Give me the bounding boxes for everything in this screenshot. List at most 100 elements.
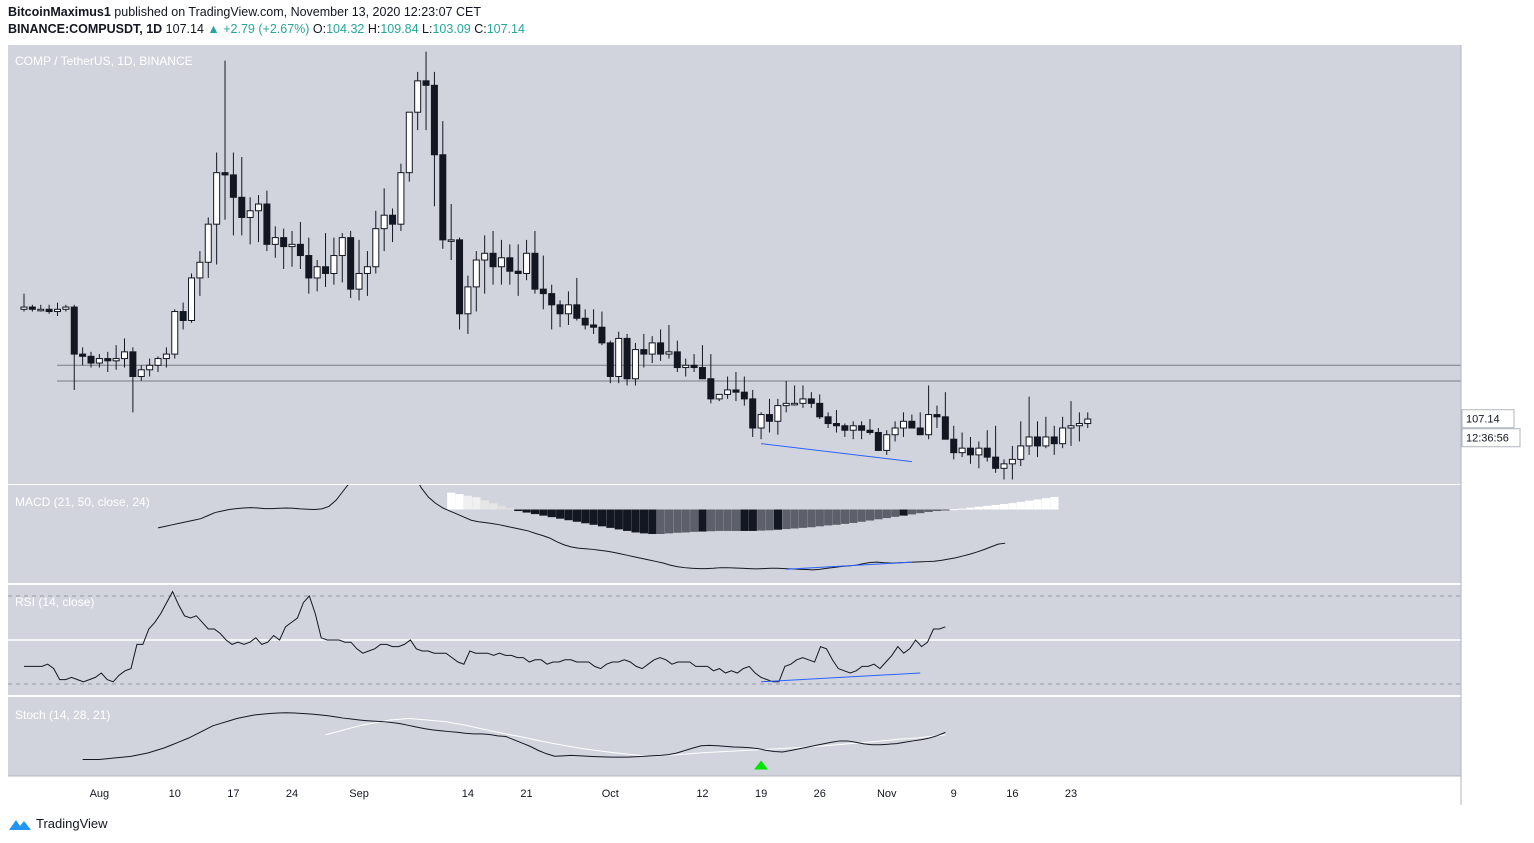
candle-body [749, 398, 757, 429]
last-price-tag [1461, 409, 1515, 429]
candle-body [296, 243, 304, 257]
macd-histogram-bar [639, 509, 649, 534]
countdown-tag-text: 12:36:56 [1466, 433, 1509, 445]
macd-histogram-bar [1050, 496, 1059, 510]
macd-histogram-bar [648, 509, 657, 534]
candle-body [229, 174, 237, 198]
candle-body [389, 214, 397, 225]
candle-body [975, 447, 983, 456]
tradingview-footer[interactable]: TradingView [8, 816, 108, 831]
candle-body [631, 349, 639, 380]
macd-histogram-bar [999, 503, 1009, 510]
candle-body [439, 154, 447, 241]
price-pane-background [8, 45, 1461, 484]
candle-body [37, 308, 45, 312]
date-tick-label: 10 [169, 788, 181, 800]
chart-attribution: BitcoinMaximus1 published on TradingView… [8, 5, 481, 19]
candle-body [405, 111, 413, 174]
candle-body [816, 402, 824, 418]
candle-body [732, 389, 740, 393]
macd-histogram-bar [597, 509, 607, 527]
macd-histogram-bar [514, 509, 523, 512]
price-tick-label: 240.00 [1468, 116, 1502, 128]
close-label: C: [474, 22, 487, 36]
macd-histogram-bar [547, 509, 556, 518]
candle-body [288, 243, 296, 248]
candle-body [841, 425, 849, 431]
rsi-tick-label: 60.00 [1468, 613, 1496, 625]
candle-body [1067, 425, 1075, 429]
bullish-signal-arrow-icon [754, 760, 769, 770]
low-value: 103.09 [432, 22, 471, 36]
macd-histogram-bar [522, 509, 531, 513]
macd-histogram-bar [815, 509, 824, 527]
macd-histogram-bar [673, 509, 682, 533]
published-text: published on TradingView.com, November 1… [114, 5, 481, 19]
rsi-pane-title: RSI (14, close) [15, 595, 94, 609]
macd-histogram-bar [740, 509, 749, 531]
candle-body [673, 351, 681, 369]
macd-histogram-bar [899, 509, 908, 516]
stoch-d-line [325, 717, 946, 757]
candle-body [154, 358, 162, 366]
candle-body [581, 317, 589, 326]
candle-body [791, 402, 799, 406]
candle-body [1025, 436, 1033, 447]
candle-body [238, 196, 246, 218]
macd-histogram-bar [572, 509, 582, 522]
candle-body [162, 353, 170, 360]
author-name[interactable]: BitcoinMaximus1 [8, 5, 111, 19]
candle-body [45, 308, 53, 313]
candle-body [112, 358, 120, 362]
candle-body [514, 270, 522, 274]
candle-body [665, 351, 673, 355]
date-tick-label: 23 [1065, 788, 1077, 800]
macd-histogram-bar [505, 507, 515, 510]
candle-body [782, 402, 790, 407]
candle-body [464, 286, 472, 315]
candle-body [137, 369, 145, 377]
ohlc-legend: BINANCE:COMPUSDT, 1D 107.14 ▲ +2.79 (+2.… [8, 22, 525, 36]
price-tick-label: 80.00 [1468, 475, 1496, 487]
stoch-pane-title: Stoch (14, 28, 21) [15, 708, 110, 722]
open-label: O: [312, 22, 327, 36]
date-tick-label: 17 [227, 788, 239, 800]
open-value: 104.32 [326, 22, 365, 36]
candle-body [188, 277, 196, 321]
macd-histogram-bar [773, 509, 783, 530]
candle-body [506, 257, 514, 272]
macd-histogram-bar [874, 509, 883, 520]
candle-body [539, 288, 547, 295]
date-tick-label: 9 [951, 788, 957, 800]
macd-histogram-bar [723, 509, 732, 531]
candle-body [322, 266, 330, 274]
candle-body [707, 378, 715, 400]
candle-body [179, 311, 187, 321]
candle-body [966, 447, 974, 456]
macd-histogram-bar [706, 509, 716, 532]
macd-histogram-bar [924, 509, 933, 512]
macd-histogram-bar [614, 509, 623, 530]
macd-histogram-bar [932, 509, 942, 512]
price-tick-label: 120.00 [1468, 385, 1502, 397]
candle-body [799, 398, 807, 404]
candle-body [397, 172, 405, 225]
macd-histogram-bar [447, 492, 456, 510]
price-tick-label: 260.00 [1468, 71, 1502, 83]
date-tick-label: 24 [286, 788, 298, 800]
candle-body [263, 203, 271, 245]
close-value: 107.14 [486, 22, 525, 36]
date-tick-label: Nov [877, 788, 897, 800]
macd-histogram-bar [606, 509, 615, 528]
macd-histogram-bar [539, 509, 548, 516]
macd-histogram-bar [757, 509, 766, 531]
candle-body [1042, 436, 1050, 447]
candle-body [916, 427, 924, 436]
candle-body [950, 438, 958, 454]
macd-histogram-bar [489, 503, 498, 510]
macd-histogram-bar [907, 509, 917, 515]
candle-body [246, 210, 254, 218]
price-tick-label: 220.00 [1468, 161, 1502, 173]
candle-body [866, 429, 874, 433]
